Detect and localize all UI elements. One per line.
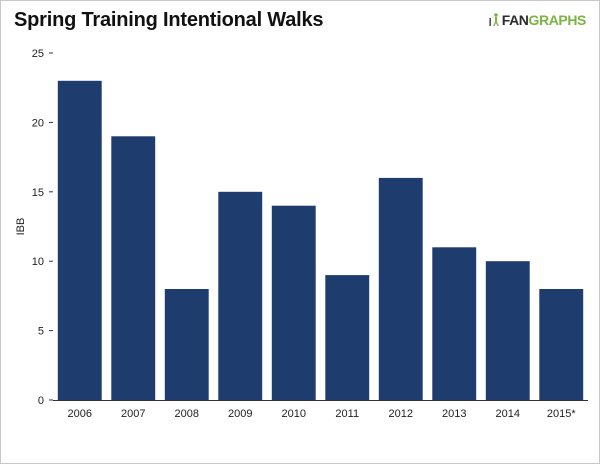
y-tick-label: 10 xyxy=(32,256,44,268)
bar-2010 xyxy=(271,205,316,400)
x-tick-label: 2006 xyxy=(68,408,92,420)
bar-2006 xyxy=(57,80,102,401)
bar-2008 xyxy=(164,289,209,400)
bar-2012 xyxy=(378,177,423,400)
x-axis-ticks: 2006 2007 2008 2009 2010 2011 2012 2013 2014 2015… xyxy=(68,408,577,420)
logo-text-graphs: GRAPHS xyxy=(528,12,587,28)
y-tick-label: 20 xyxy=(32,117,44,129)
bar-2015 xyxy=(539,289,584,400)
x-tick-label: 2010 xyxy=(282,408,306,420)
chart-title: Spring Training Intentional Walks xyxy=(14,9,324,31)
y-tick-label: 5 xyxy=(38,326,44,338)
x-tick-label: 2011 xyxy=(335,408,359,420)
x-tick-label: 2009 xyxy=(228,408,252,420)
x-tick-label: 2014 xyxy=(496,408,520,420)
y-axis-ticks: 0 5 10 15 20 25 xyxy=(32,48,53,407)
logo-text-fan: FAN xyxy=(501,12,529,28)
bars xyxy=(57,80,584,401)
y-tick-label: 25 xyxy=(32,48,44,60)
x-tick-label: 2012 xyxy=(389,408,413,420)
fangraphs-logo: FAN GRAPHS xyxy=(489,12,586,28)
y-tick-label: 0 xyxy=(38,395,44,407)
bar-2011 xyxy=(325,275,370,400)
y-axis-label: IBB xyxy=(15,218,27,236)
bar-2013 xyxy=(432,247,477,400)
fangraphs-player-icon xyxy=(489,13,499,26)
x-tick-label: 2007 xyxy=(121,408,145,420)
x-tick-label: 2013 xyxy=(442,408,466,420)
y-tick-label: 15 xyxy=(32,187,44,199)
x-tick-label: 2015* xyxy=(547,408,576,420)
x-tick-label: 2008 xyxy=(175,408,199,420)
bar-2014 xyxy=(485,261,530,400)
bar-2007 xyxy=(111,136,156,401)
bar-2009 xyxy=(218,191,263,400)
